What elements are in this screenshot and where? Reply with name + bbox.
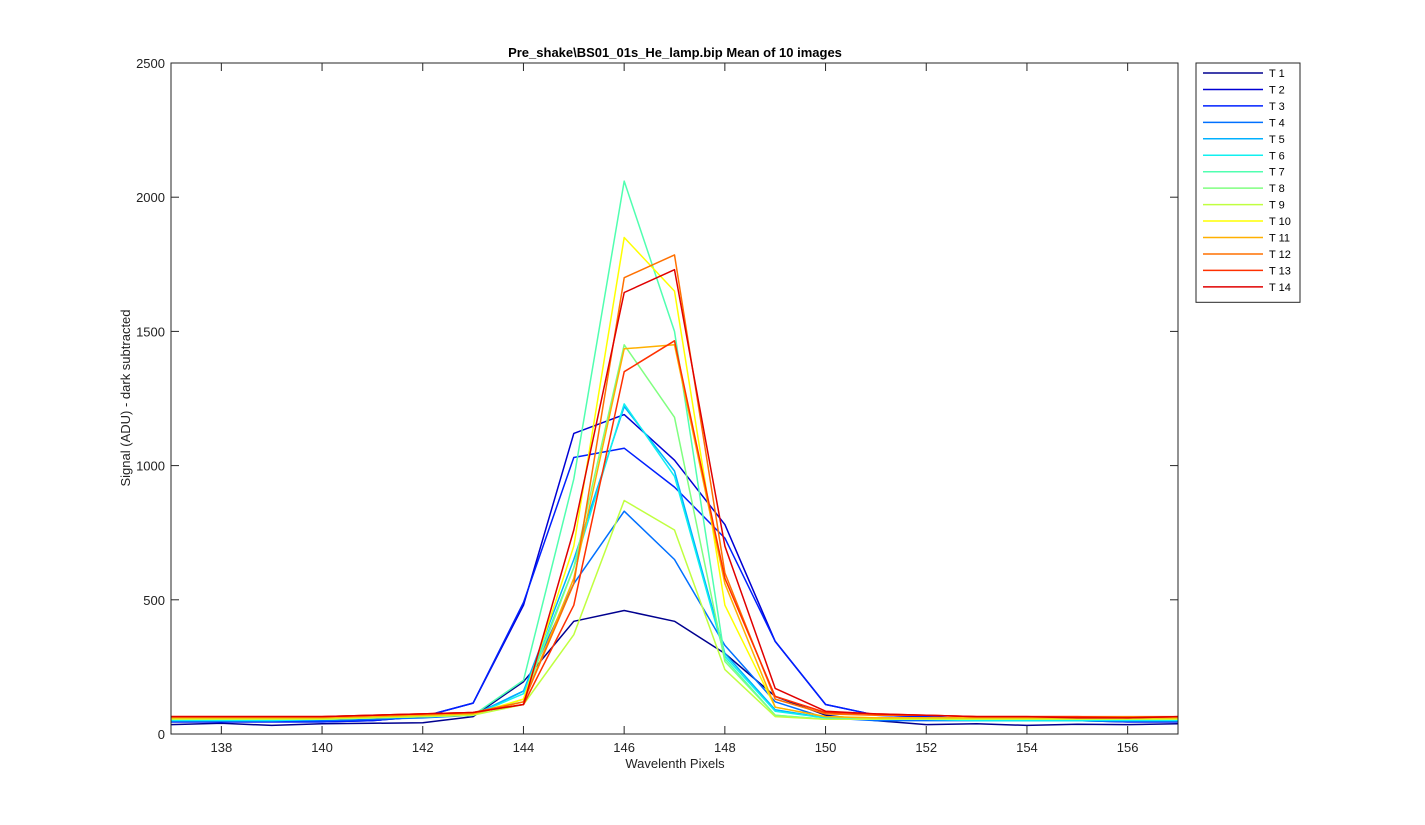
- x-tick-label: 152: [915, 740, 937, 755]
- legend-label-t5: T 5: [1269, 134, 1285, 146]
- y-tick-label: 1000: [136, 459, 165, 474]
- series-line-t1: [171, 609, 1178, 727]
- axes-box: [170, 62, 1179, 735]
- legend: T 1 T 2 T 3 T 4 T 5 T 6 T 7 T 8 T 9 T 10 T 11 T 12 T…: [1195, 62, 1301, 303]
- x-tick-label: 156: [1117, 740, 1139, 755]
- legend-label-t7: T 7: [1269, 167, 1285, 179]
- series-line-t9: [171, 499, 1178, 720]
- x-tick-label: 154: [1016, 740, 1038, 755]
- x-tick-label: 142: [412, 740, 434, 755]
- x-tick-label: 150: [815, 740, 837, 755]
- y-tick-label: 500: [143, 593, 165, 608]
- plot-area: 138 140 142 144 146 148 150 152 154 156 0 500 1000 15…: [136, 56, 1179, 755]
- legend-label-t9: T 9: [1269, 200, 1285, 212]
- y-tick-label: 2000: [136, 190, 165, 205]
- x-axis-label: Wavelenth Pixels: [625, 756, 725, 771]
- legend-label-t12: T 12: [1269, 249, 1291, 261]
- legend-label-t10: T 10: [1269, 216, 1291, 228]
- plot-background: [171, 63, 1178, 734]
- legend-label-t6: T 6: [1269, 150, 1285, 162]
- series-line-t14: [171, 268, 1178, 719]
- series-line-t11: [171, 344, 1178, 719]
- y-tick-label: 0: [158, 727, 165, 742]
- x-tick-label: 148: [714, 740, 736, 755]
- series-lines: [171, 180, 1178, 727]
- legend-label-t1: T 1: [1269, 68, 1285, 80]
- y-tick-label: 1500: [136, 324, 165, 339]
- legend-label-t2: T 2: [1269, 84, 1285, 96]
- legend-label-t13: T 13: [1269, 265, 1291, 277]
- x-tick-label: 138: [210, 740, 232, 755]
- x-tick-label: 146: [613, 740, 635, 755]
- legend-label-t8: T 8: [1269, 183, 1285, 195]
- legend-label-t4: T 4: [1269, 117, 1285, 129]
- y-axis-label: Signal (ADU) - dark subtracted: [118, 309, 133, 486]
- legend-label-t14: T 14: [1269, 282, 1291, 294]
- chart-title: Pre_shake\BS01_01s_He_lamp.bip Mean of 1…: [508, 45, 842, 60]
- legend-label-t3: T 3: [1269, 101, 1285, 113]
- x-tick-label: 140: [311, 740, 333, 755]
- y-tick-label: 2500: [136, 56, 165, 71]
- legend-label-t11: T 11: [1269, 233, 1290, 245]
- x-tick-label: 144: [513, 740, 535, 755]
- legend-box: [1195, 62, 1301, 303]
